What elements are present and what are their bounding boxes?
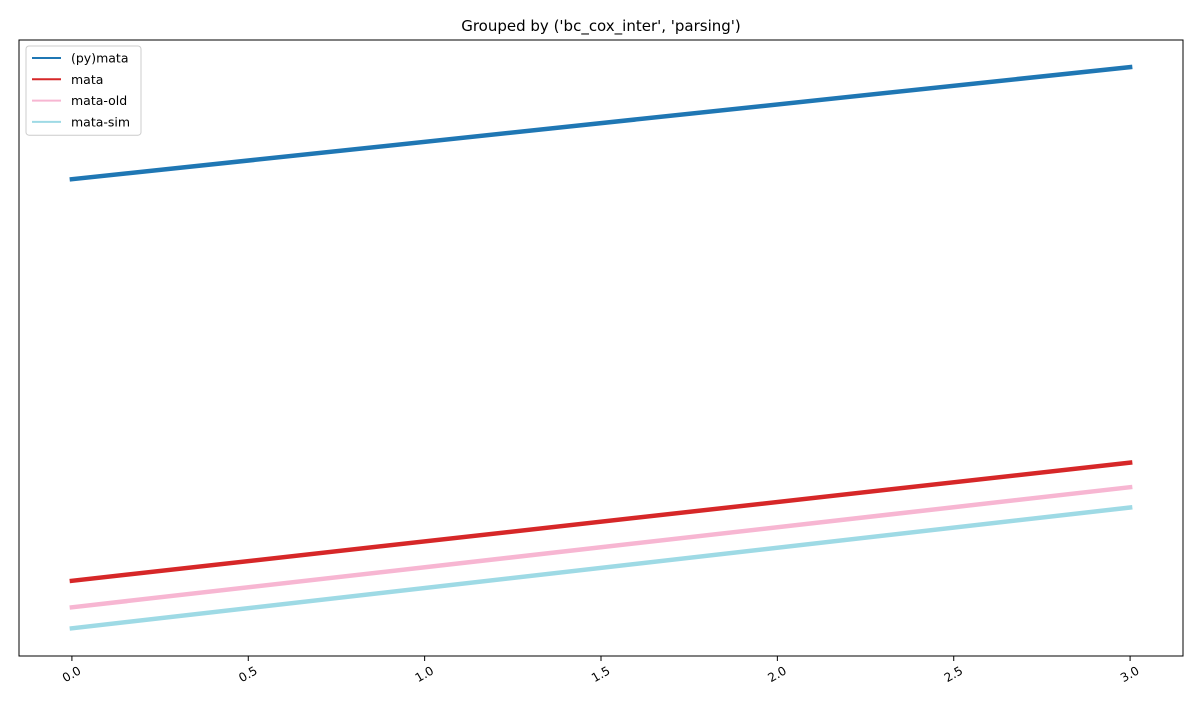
x-tick-label-5: 2.5	[942, 663, 966, 685]
legend-label-0: (py)mata	[71, 51, 128, 66]
x-tick-label-0: 0.0	[60, 663, 84, 685]
legend-box	[25, 45, 142, 136]
x-tick-label-3: 1.5	[589, 663, 613, 685]
x-tick-label-1: 0.5	[236, 663, 260, 685]
series-line-3	[69, 505, 1133, 631]
plot-frame	[18, 39, 1184, 657]
series-line-1	[69, 460, 1133, 584]
chart-title: Grouped by ('bc_cox_inter', 'parsing')	[461, 17, 741, 36]
legend: (py)mata mata mata-old mata-sim	[25, 45, 142, 136]
x-tick-label-4: 2.0	[765, 663, 789, 685]
legend-label-3: mata-sim	[71, 114, 130, 129]
x-tick-label-6: 3.0	[1118, 663, 1142, 685]
series-line-0	[69, 64, 1133, 182]
x-tick-label-2: 1.0	[413, 663, 437, 685]
legend-label-1: mata	[71, 72, 103, 87]
series-layer	[69, 64, 1133, 631]
series-line-2	[69, 484, 1133, 610]
x-axis: 0.0 0.5 1.0 1.5 2.0 2.5 3.0	[60, 656, 1142, 685]
legend-label-2: mata-old	[71, 93, 127, 108]
